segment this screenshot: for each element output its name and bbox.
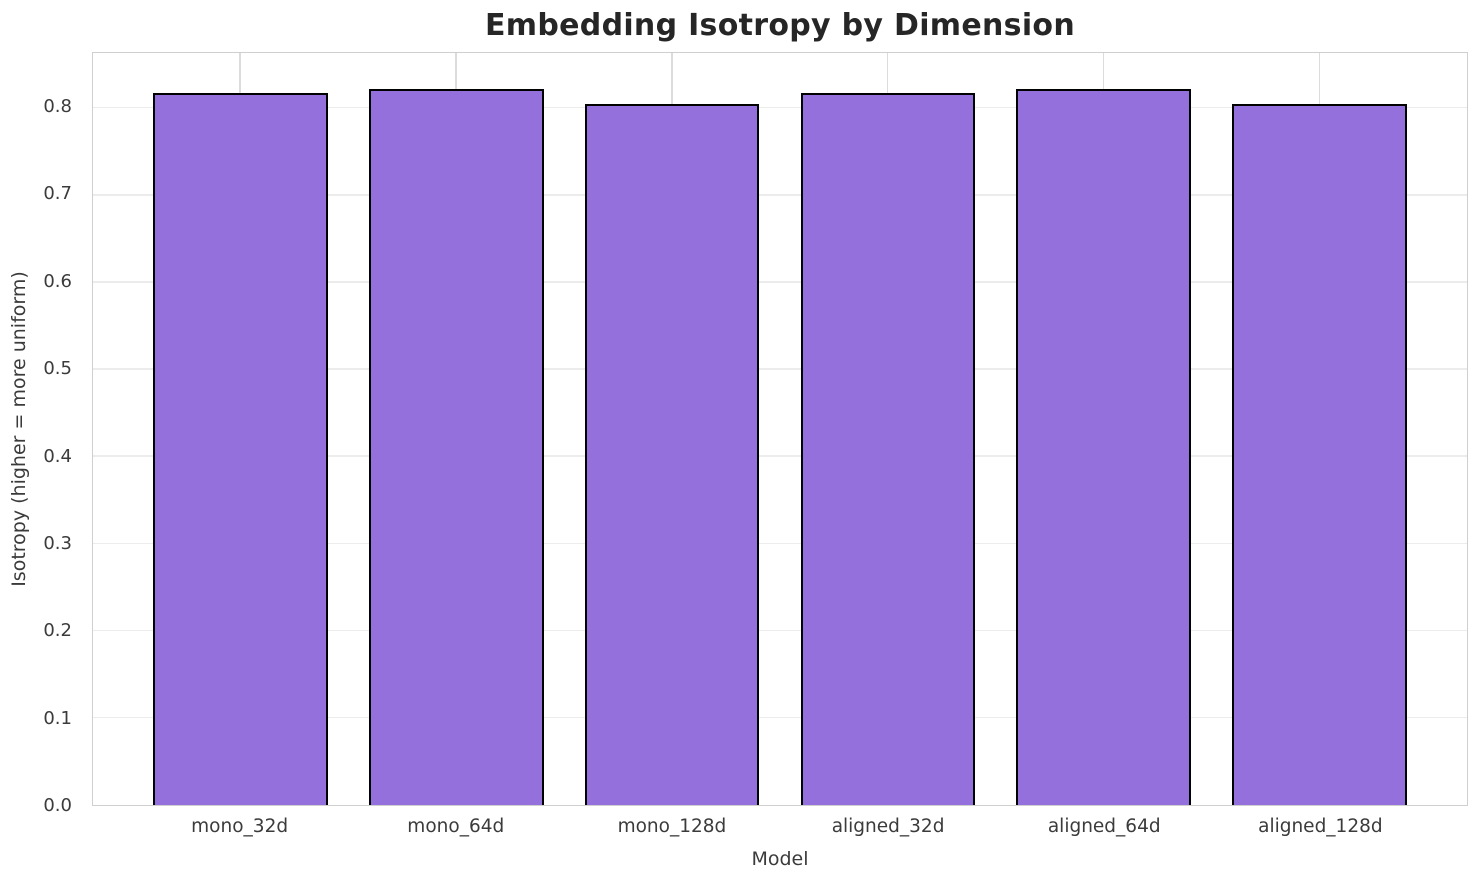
x-tick-label-aligned_32d: aligned_32d	[831, 816, 945, 837]
chart-title: Embedding Isotropy by Dimension	[485, 8, 1075, 43]
x-tick-label-mono_128d: mono_128d	[617, 816, 727, 837]
bar-aligned_128d	[1232, 103, 1407, 805]
y-tick-label: 0.2	[43, 620, 72, 642]
bar-mono_64d	[368, 88, 544, 805]
y-tick-label: 0.6	[43, 270, 72, 292]
h-gridline	[93, 106, 1467, 109]
x-tick-label-aligned_64d: aligned_64d	[1047, 816, 1161, 837]
y-tick-label: 0.3	[43, 532, 72, 554]
x-tick-label-mono_64d: mono_64d	[407, 816, 505, 837]
x-tick-label-aligned_128d: aligned_128d	[1258, 816, 1383, 837]
bar-aligned_64d	[1016, 88, 1192, 805]
y-tick-label: 0.7	[43, 183, 72, 205]
plot-area	[92, 52, 1468, 806]
h-gridline	[93, 368, 1467, 370]
y-tick-label: 0.4	[43, 445, 72, 467]
h-gridline	[93, 716, 1467, 719]
bar-mono_128d	[584, 103, 760, 805]
y-tick-label: 0.0	[43, 795, 72, 816]
h-gridline	[93, 542, 1467, 545]
h-gridline	[93, 629, 1467, 632]
y-tick-label: 0.8	[43, 96, 72, 118]
h-gridline	[93, 455, 1467, 457]
bar-aligned_32d	[800, 93, 976, 805]
bar-mono_32d	[153, 93, 328, 805]
x-tick-labels: mono_32d mono_64d mono_128d aligned_32d alig…	[92, 816, 1468, 842]
h-gridline	[93, 281, 1467, 283]
y-tick-label: 0.5	[43, 358, 72, 380]
x-axis-label: Model	[751, 848, 809, 870]
y-tick-label: 0.1	[43, 707, 72, 729]
h-gridline	[93, 194, 1467, 196]
y-tick-labels: 0.0 0.1 0.2 0.3 0.4 0.5 0.6 0.7 0.8	[0, 52, 82, 816]
x-tick-label-mono_32d: mono_32d	[191, 816, 289, 837]
